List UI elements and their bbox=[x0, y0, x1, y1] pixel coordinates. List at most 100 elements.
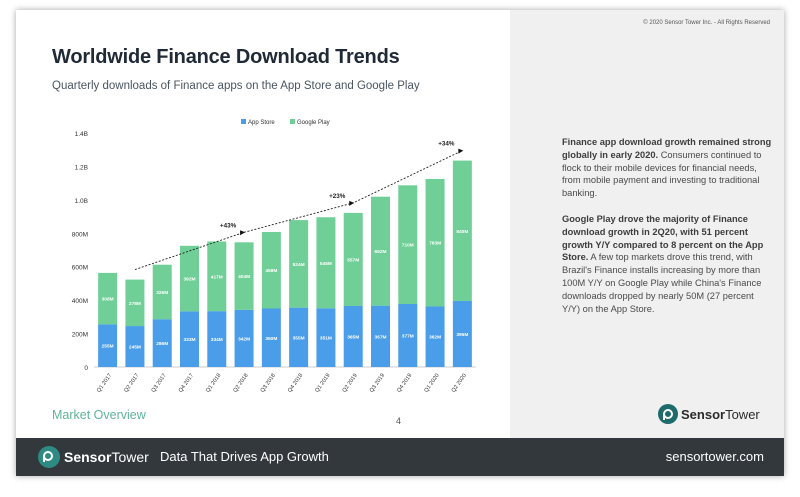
x-tick-label: Q2 2020 bbox=[451, 373, 468, 394]
data-label-google-play: 710M bbox=[402, 243, 414, 249]
x-tick-label: Q2 2019 bbox=[342, 373, 359, 394]
data-label-app-store: 377M bbox=[402, 333, 414, 339]
bar-app-store bbox=[234, 309, 254, 367]
sensor-tower-logo-icon bbox=[38, 446, 60, 468]
data-label-app-store: 350M bbox=[265, 336, 277, 342]
footer-brand-part-b: Tower bbox=[111, 449, 149, 465]
insight-2-bold: Google Play drove the majority of Financ… bbox=[562, 214, 764, 263]
growth-arrowhead bbox=[240, 230, 246, 236]
data-label-google-play: 763M bbox=[429, 241, 441, 247]
bar-google-play bbox=[316, 217, 336, 309]
bar-app-store bbox=[152, 319, 172, 367]
y-tick-label: 800M bbox=[72, 231, 88, 238]
insight-1-text: Consumers continued to flock to their mo… bbox=[562, 149, 762, 199]
data-label-app-store: 286M bbox=[156, 341, 168, 347]
x-tick-label: Q1 2017 bbox=[96, 373, 113, 394]
y-tick-label: 1.2B bbox=[75, 164, 88, 171]
brand-part-b: Tower bbox=[725, 406, 760, 422]
bar-google-play bbox=[371, 196, 390, 306]
bar-google-play bbox=[343, 212, 363, 306]
bar-app-store bbox=[452, 300, 472, 367]
data-label-google-play: 545M bbox=[320, 261, 332, 267]
footer-website-link[interactable]: sensortower.com bbox=[665, 449, 764, 464]
data-label-google-play: 392M bbox=[184, 277, 196, 283]
slide: Worldwide Finance Download Trends Quarte… bbox=[16, 10, 784, 476]
data-label-app-store: 255M bbox=[102, 344, 114, 350]
bar-google-play bbox=[125, 279, 145, 327]
data-label-app-store: 395M bbox=[456, 332, 468, 338]
bar-google-play bbox=[261, 231, 281, 309]
page-subtitle: Quarterly downloads of Finance apps on t… bbox=[52, 80, 420, 92]
legend-swatch bbox=[241, 119, 246, 124]
data-label-google-play: 458M bbox=[265, 268, 277, 274]
bar-app-store bbox=[398, 303, 418, 367]
growth-label: +23% bbox=[329, 193, 346, 200]
data-label-google-play: 404M bbox=[238, 274, 250, 280]
legend-label: App Store bbox=[248, 120, 275, 126]
bar-app-store bbox=[125, 326, 145, 367]
footer-brand-part-a: Sensor bbox=[64, 449, 112, 465]
x-tick-label: Q2 2018 bbox=[232, 373, 249, 394]
bar-app-store bbox=[316, 308, 336, 367]
bar-google-play bbox=[398, 185, 418, 304]
bar-google-play bbox=[152, 264, 172, 320]
growth-label: +43% bbox=[220, 222, 237, 229]
footer-logo: SensorTower bbox=[38, 446, 149, 468]
y-tick-label: 400M bbox=[72, 298, 88, 305]
insight-paragraph-1: Finance app download growth remained str… bbox=[562, 136, 772, 200]
insight-paragraph-2: Google Play drove the majority of Financ… bbox=[562, 213, 772, 315]
data-label-google-play: 417M bbox=[211, 274, 223, 280]
data-label-app-store: 351M bbox=[320, 336, 332, 342]
sidebar-logo: SensorTower bbox=[658, 404, 760, 424]
sidebar-panel: © 2020 Sensor Tower Inc. - All Rights Re… bbox=[510, 10, 784, 438]
data-label-google-play: 278M bbox=[129, 301, 141, 307]
sidebar-brand-name: SensorTower bbox=[681, 407, 760, 422]
data-label-google-play: 840M bbox=[456, 229, 468, 235]
x-tick-label: Q4 2017 bbox=[178, 373, 195, 394]
bar-google-play bbox=[289, 220, 309, 308]
insight-2-text: A few top markets drove this trend, with… bbox=[562, 252, 762, 314]
y-tick-label: 600M bbox=[72, 265, 88, 272]
section-label: Market Overview bbox=[52, 408, 146, 422]
x-tick-label: Q1 2018 bbox=[205, 373, 222, 394]
y-tick-label: 1.4B bbox=[75, 131, 88, 138]
data-label-app-store: 365M bbox=[347, 334, 359, 340]
x-tick-label: Q3 2018 bbox=[260, 373, 277, 394]
bar-google-play bbox=[98, 272, 118, 325]
x-tick-label: Q1 2020 bbox=[423, 373, 440, 394]
data-label-app-store: 342M bbox=[238, 336, 250, 342]
data-label-google-play: 308M bbox=[102, 297, 114, 303]
bar-app-store bbox=[98, 324, 118, 367]
y-tick-label: 1.0B bbox=[75, 198, 88, 205]
data-label-app-store: 333M bbox=[184, 337, 196, 343]
bar-google-play bbox=[180, 245, 199, 312]
x-tick-label: Q3 2019 bbox=[369, 373, 386, 394]
growth-label: +34% bbox=[438, 141, 455, 148]
data-label-app-store: 367M bbox=[375, 334, 387, 340]
sensor-tower-logo-icon bbox=[658, 404, 678, 424]
downloads-chart: 0 200M 400M 600M 800M 1.0B 1.2B 1.4B 255M 308M Q1 … bbox=[72, 119, 476, 394]
bar-google-play bbox=[207, 241, 227, 312]
x-tick-label: Q2 2017 bbox=[123, 373, 140, 394]
page-title: Worldwide Finance Download Trends bbox=[52, 46, 400, 68]
data-label-app-store: 334M bbox=[211, 337, 223, 343]
data-label-google-play: 326M bbox=[156, 290, 168, 296]
data-label-app-store: 362M bbox=[429, 335, 441, 341]
bar-app-store bbox=[180, 311, 199, 367]
data-label-google-play: 652M bbox=[375, 249, 387, 255]
brand-part-a: Sensor bbox=[681, 406, 726, 422]
data-label-google-play: 524M bbox=[293, 262, 305, 268]
footer-bar: SensorTower Data That Drives App Growth … bbox=[16, 438, 784, 476]
data-label-app-store: 245M bbox=[129, 345, 141, 351]
bar-app-store bbox=[425, 306, 445, 367]
growth-arrowhead bbox=[458, 148, 464, 154]
y-tick-label: 0 bbox=[84, 365, 88, 372]
bar-google-play bbox=[425, 178, 445, 307]
footer-brand-name: SensorTower bbox=[64, 449, 149, 465]
x-tick-label: Q4 2019 bbox=[396, 373, 413, 394]
footer-tagline: Data That Drives App Growth bbox=[160, 449, 329, 464]
bar-app-store bbox=[343, 305, 363, 367]
bar-app-store bbox=[289, 307, 309, 367]
bar-google-play bbox=[452, 160, 472, 301]
x-tick-label: Q4 2018 bbox=[287, 373, 304, 394]
